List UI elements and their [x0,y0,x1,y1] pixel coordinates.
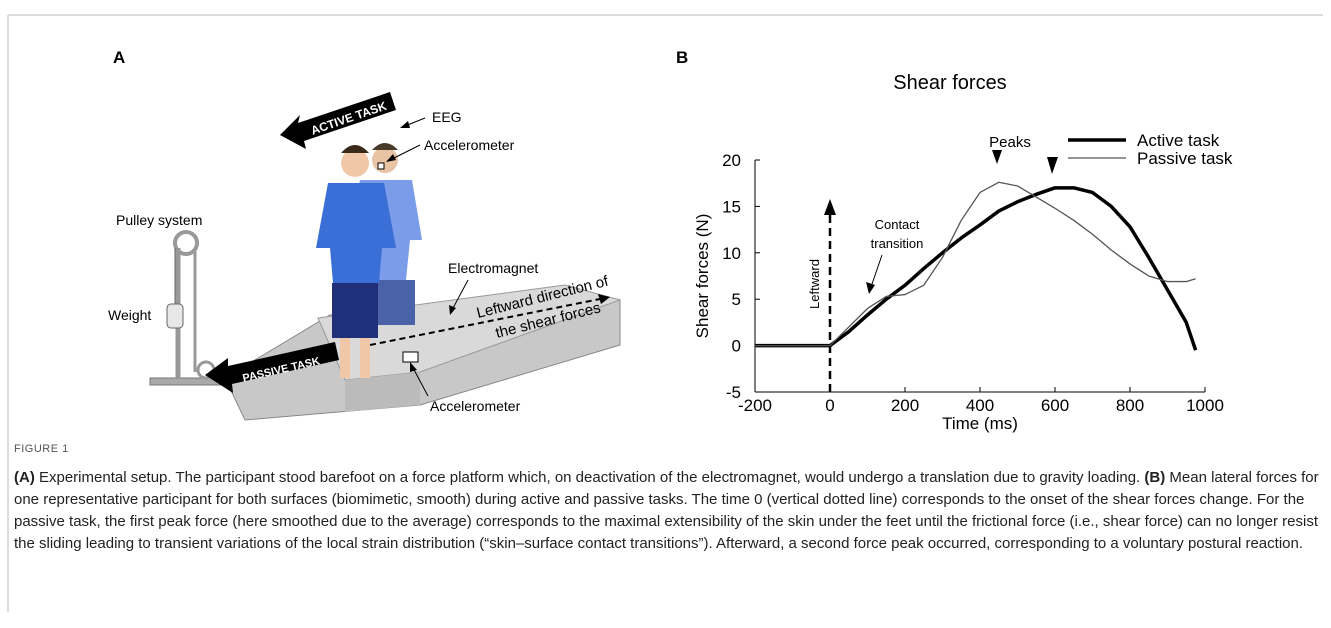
caption: (A) Experimental setup. The participant … [14,467,1319,555]
annotation: Accelerometer [430,398,521,414]
y-tick-label: 20 [722,151,741,170]
pointer [870,254,883,288]
arrowhead [1047,157,1058,174]
y-tick-label: -5 [726,383,741,402]
annotation: Peaks [989,134,1031,151]
x-tick-label: 200 [891,396,919,415]
x-tick-label: 0 [825,396,834,415]
y-tick-label: 15 [722,197,741,216]
y-tick-label: 10 [722,244,741,263]
annotation: Leftward [807,259,822,309]
annotation: transition [871,236,924,251]
annotation: EEG [432,109,462,125]
x-tick-label: -200 [738,396,772,415]
caption-text: Mean lateral forces for one representati… [14,469,1319,552]
legend-label: Active task [1137,131,1220,150]
x-tick-label: 1000 [1186,396,1224,415]
x-tick-label: 600 [1041,396,1069,415]
arrowhead [992,150,1002,164]
y-axis-label: Shear forces (N) [693,214,712,339]
annotation: Accelerometer [424,137,515,153]
annotation: Weight [108,307,151,323]
annotation: Contact [875,217,920,232]
x-axis-label: Time (ms) [942,414,1018,433]
line-series [755,181,1196,347]
y-tick-label: 5 [732,290,741,309]
x-tick-label: 800 [1116,396,1144,415]
annotation: Pulley system [116,212,202,228]
annotation: Electromagnet [448,260,538,276]
caption-text: Experimental setup. The participant stoo… [34,469,1145,486]
caption-label: FIGURE 1 [14,443,69,455]
panel-label: B [676,48,688,67]
chart-title: Shear forces [893,72,1006,94]
arrowhead [824,199,836,215]
x-tick-label: 400 [966,396,994,415]
legend-label: Passive task [1137,149,1233,168]
caption-panel-ref: (A) [14,469,35,486]
panel-label: A [113,48,125,67]
illustration [149,92,622,421]
caption-panel-ref: (B) [1144,469,1166,486]
arrowhead [866,282,875,294]
y-tick-label: 0 [732,337,741,356]
